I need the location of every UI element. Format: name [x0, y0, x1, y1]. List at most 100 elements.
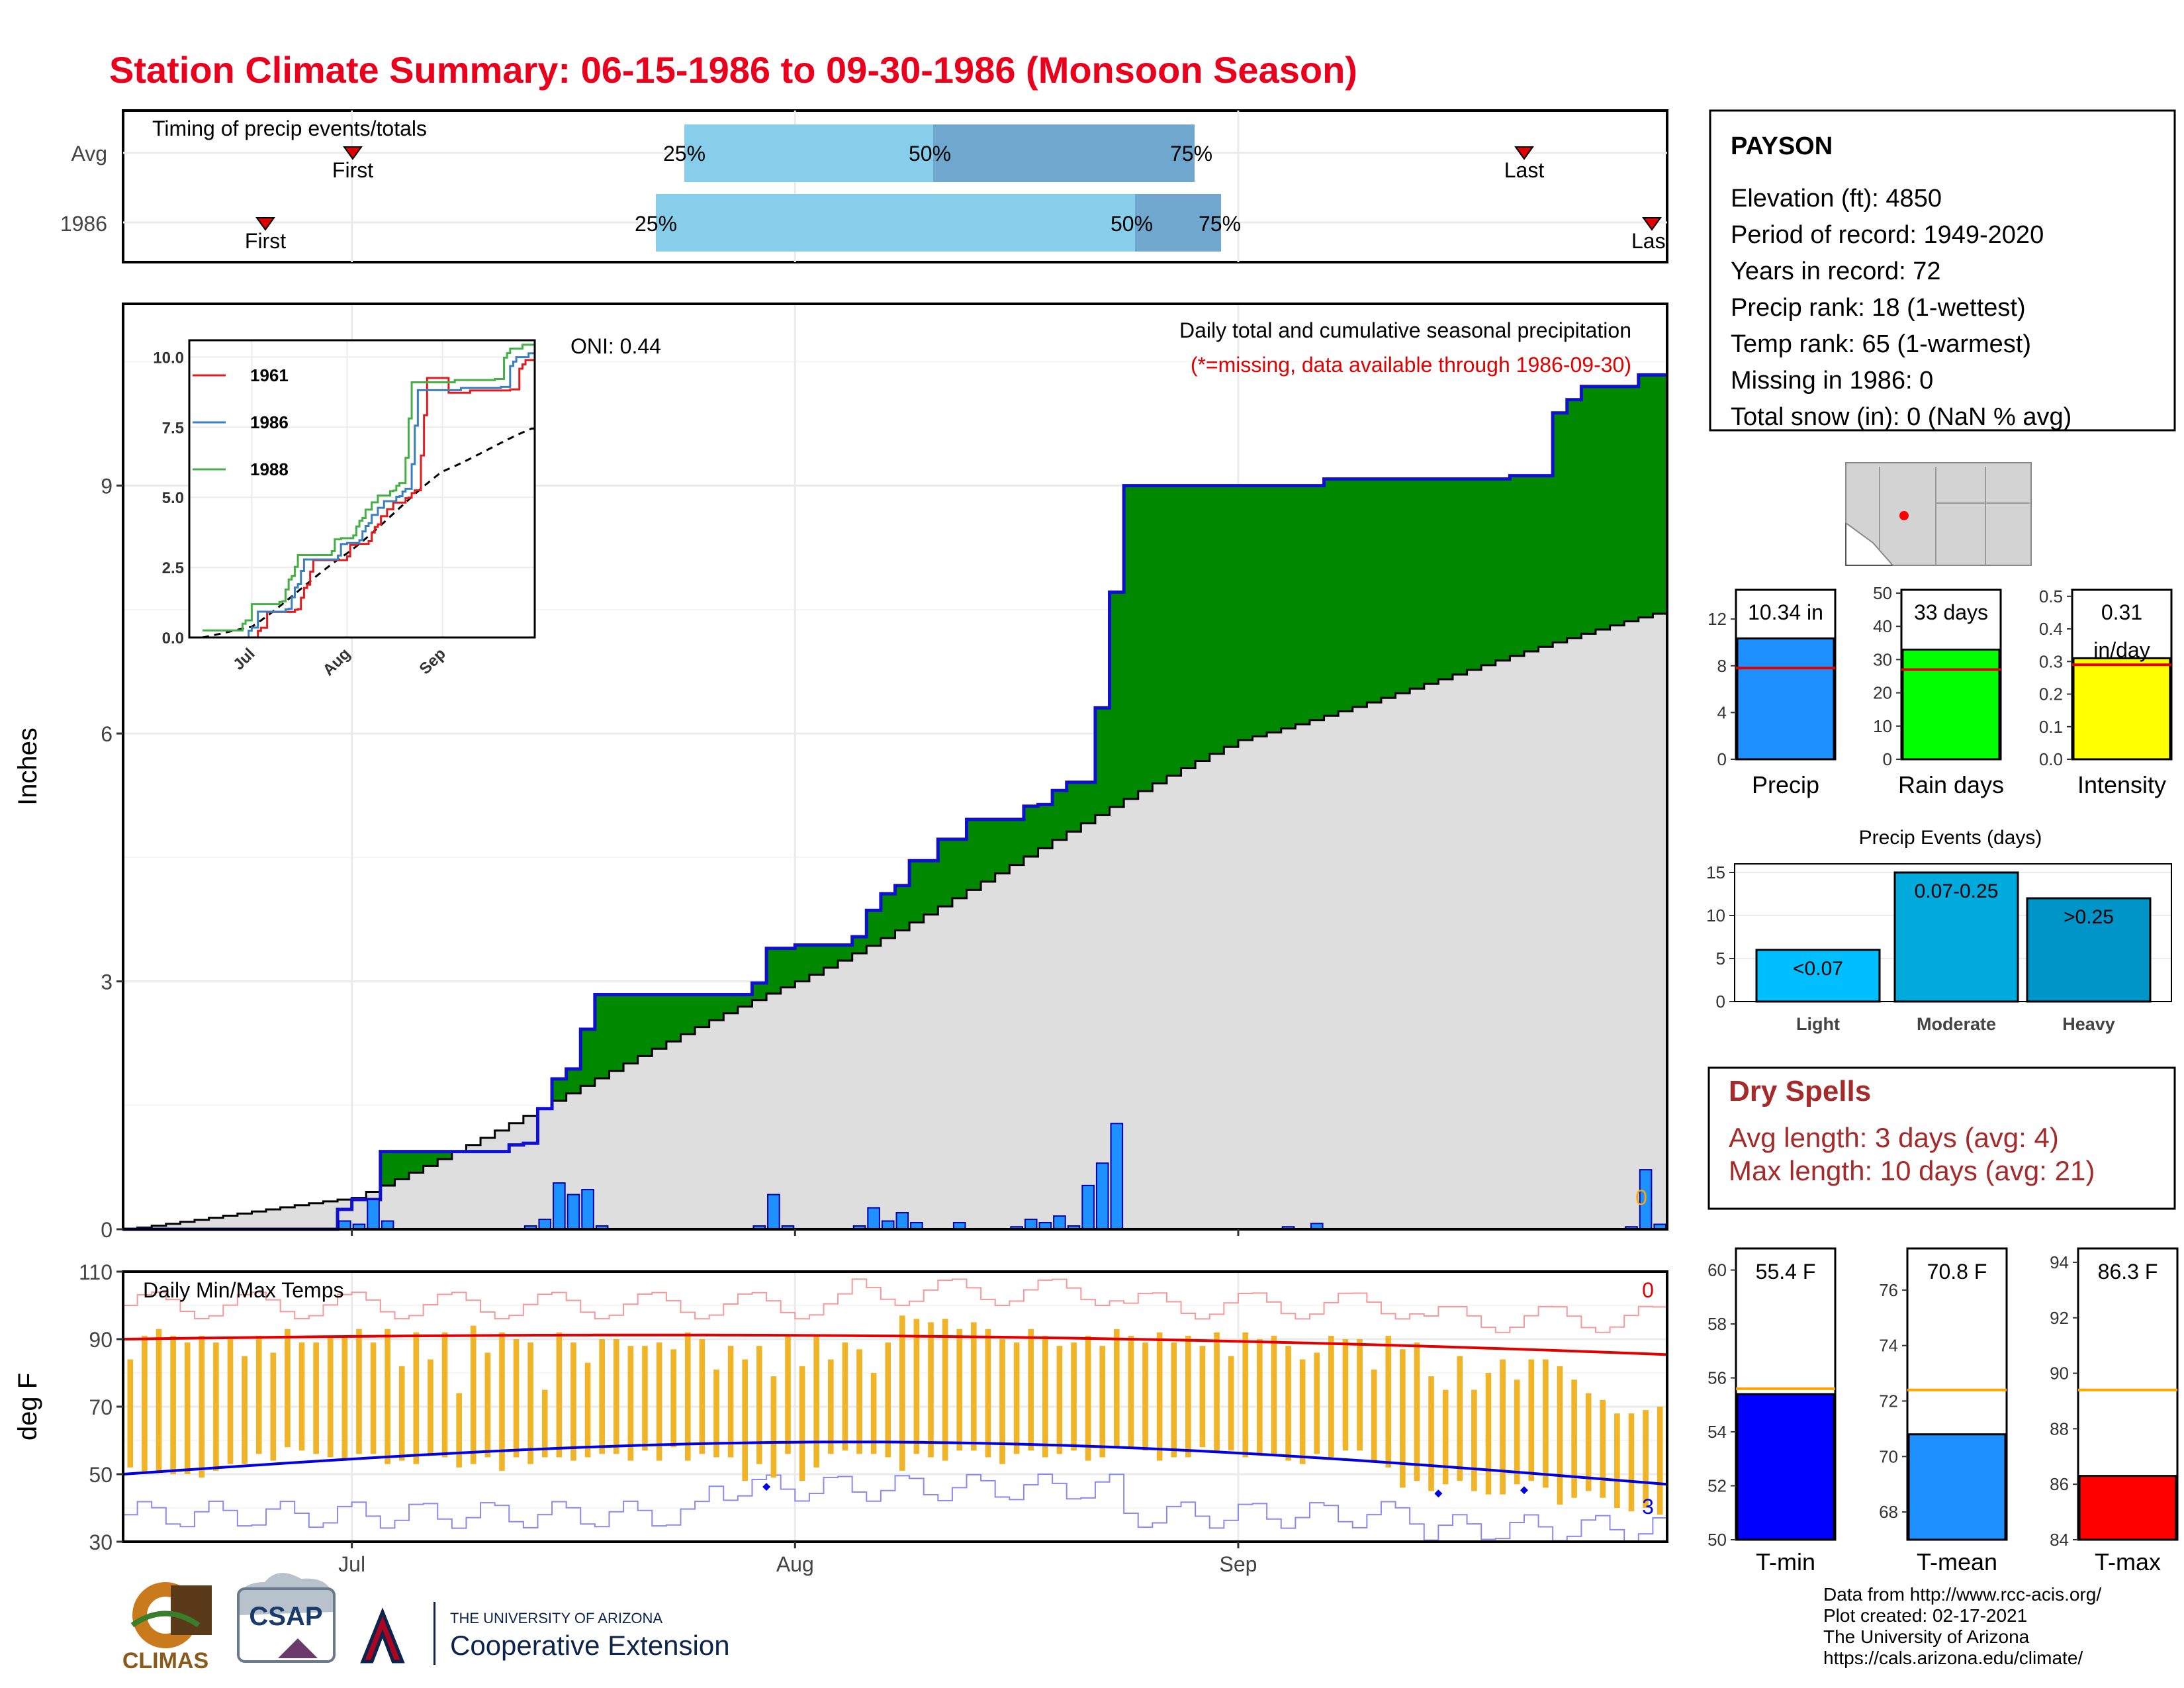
avg-q2-q3-bar: [933, 124, 1195, 182]
cum-diff-area: [1267, 485, 1282, 733]
daily-temp-range-bar: [356, 1329, 362, 1454]
daily-temp-range-bar: [670, 1349, 676, 1448]
daily-temp-range-bar: [341, 1335, 348, 1461]
daily-temp-range-bar: [1357, 1339, 1363, 1451]
avg-pct-75: 75%: [1170, 142, 1212, 165]
y1986-last-marker: [1642, 217, 1662, 231]
daily-precip-bar: [1081, 1184, 1095, 1230]
daily-temp-range-bar: [1571, 1380, 1577, 1498]
daily-temp-range-bar: [1185, 1335, 1191, 1458]
daily-temp-range-bar: [156, 1329, 162, 1471]
temp-tick-label: 92: [2050, 1308, 2069, 1328]
cum-avg-area: [123, 614, 1667, 1229]
cum-diff-area: [1452, 479, 1468, 675]
daily-temp-range-bar: [870, 1373, 877, 1454]
precip-note: Daily total and cumulative seasonal prec…: [1179, 318, 1631, 342]
cum-diff-area: [1538, 475, 1553, 647]
daily-temp-range-bar: [584, 1362, 591, 1458]
daily-temp-range-bar: [999, 1339, 1005, 1464]
events-frame: [1734, 863, 2172, 1002]
daily-temp-range-bar: [1485, 1373, 1492, 1495]
avg-max-temp-line: [122, 1333, 1668, 1356]
summary-tick-label: 0.2: [2039, 684, 2063, 704]
summary-tick-label: 12: [1707, 609, 1727, 629]
daily-temp-range-bar: [713, 1369, 719, 1458]
events-tick-label: 15: [1706, 863, 1725, 882]
oni-label: ONI: 0.44: [570, 334, 661, 358]
cum-diff-area: [680, 994, 696, 1035]
cum-diff-area: [394, 1151, 410, 1180]
events-bar-label: Moderate: [1917, 1014, 1996, 1034]
cum-diff-area: [437, 1151, 453, 1159]
summary-tick-label: 0: [1717, 749, 1727, 769]
cum-diff-area: [1238, 485, 1253, 741]
climas-logo: CLIMAS: [122, 1582, 212, 1673]
credits: Data from http://www.rcc-acis.org/ Plot …: [1823, 1584, 2101, 1668]
cum-diff-area: [766, 948, 782, 994]
cum-diff-area: [1081, 782, 1096, 823]
y1986-first-marker: [255, 217, 275, 231]
temp-ytick-label: 50: [89, 1463, 113, 1487]
daily-temp-range-bar: [928, 1322, 934, 1458]
daily-precip-bar: [581, 1189, 594, 1230]
daily-temp-range-bar: [770, 1376, 777, 1478]
daily-temp-range-bar: [1285, 1346, 1291, 1461]
inset-ytick-label: 7.5: [162, 419, 184, 437]
daily-temp-range-bar: [184, 1342, 191, 1474]
daily-temp-range-bar: [1471, 1389, 1477, 1491]
cum-diff-area: [1309, 485, 1325, 720]
events-tick-label: 0: [1716, 992, 1725, 1011]
summary-tick-label: 0.4: [2039, 619, 2063, 639]
station-name: PAYSON: [1731, 132, 1833, 160]
temp-tick-label: 54: [1707, 1422, 1727, 1442]
daily-temp-range-bar: [527, 1342, 533, 1464]
cum-diff-area: [852, 937, 867, 954]
inset-line-1988: [203, 344, 535, 632]
station-line-temp-rank: Temp rank: 65 (1-warmest): [1731, 330, 2031, 358]
daily-temp-range-bar: [785, 1335, 791, 1454]
daily-temp-range-bar: [627, 1346, 634, 1461]
cum-diff-area: [695, 994, 710, 1027]
temp-tick-label: 72: [1879, 1391, 1898, 1411]
cum-diff-area: [1281, 485, 1296, 729]
cum-diff-area: [1209, 485, 1224, 754]
avg-last-marker: [1514, 146, 1534, 160]
daily-temp-range-bar: [370, 1342, 377, 1454]
cum-diff-area: [752, 983, 767, 1000]
daily-temp-range-bar: [1585, 1393, 1592, 1491]
cum-diff-area: [1252, 485, 1267, 737]
precip-missing-count: 0: [1635, 1186, 1647, 1209]
events-bar-Light: [1755, 949, 1881, 1003]
inset-line-1961: [203, 359, 535, 639]
cum-diff-area: [1324, 479, 1339, 716]
daily-temp-range-bar: [1128, 1335, 1134, 1448]
inset-legend-label: 1986: [250, 412, 289, 432]
cum-diff-area: [1595, 386, 1611, 630]
daily-temp-range-bar: [899, 1315, 905, 1471]
daily-temp-range-bar: [270, 1352, 277, 1461]
daily-temp-range-bar: [742, 1359, 749, 1481]
daily-temp-range-bar: [1214, 1332, 1220, 1451]
cum-diff-area: [866, 910, 882, 946]
daily-precip-bar: [1095, 1162, 1109, 1230]
daily-temp-range-bar: [1385, 1335, 1392, 1468]
y1986-q1-q2-bar: [656, 194, 1135, 252]
daily-temp-range-bar: [699, 1339, 705, 1454]
inset-ytick-label: 5.0: [162, 489, 184, 507]
temp-min-missing: 3: [1642, 1495, 1654, 1519]
credit-university: The University of Arizona: [1823, 1626, 2030, 1647]
daily-temp-range-bar: [827, 1359, 834, 1454]
daily-temp-range-bar: [913, 1319, 920, 1454]
record-max-line: [123, 1278, 1667, 1333]
daily-temp-range-bar: [1257, 1339, 1263, 1454]
daily-temp-range-bar: [1457, 1356, 1463, 1481]
daily-precip-bar: [538, 1219, 552, 1231]
cum-diff-area: [652, 994, 667, 1049]
cum-diff-area: [838, 945, 853, 961]
cum-diff-area: [880, 894, 896, 939]
daily-temp-range-bar: [327, 1335, 334, 1458]
cum-diff-area: [809, 945, 825, 975]
dry-spells-max: Max length: 10 days (avg: 21): [1729, 1155, 2095, 1186]
cum-diff-area: [1295, 485, 1310, 725]
